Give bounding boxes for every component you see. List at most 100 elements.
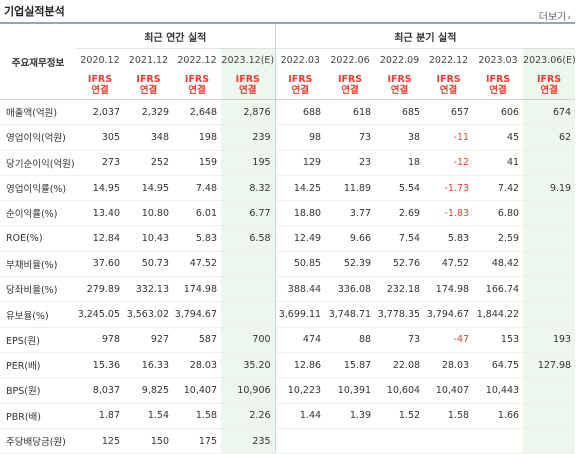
- basis-scope: 연결: [439, 85, 458, 96]
- basis-label: IFRS 연결: [424, 71, 474, 100]
- quarter-value-cell: 685: [375, 99, 425, 126]
- annual-value-cell: 978: [76, 326, 124, 353]
- annual-value-cell: 5.83: [173, 225, 221, 252]
- annual-value-cell: 7.48: [173, 174, 221, 202]
- table-row: 유보율(%) 3,245.05 3,563.02 3,794.67 3,699.11 3,…: [0, 301, 576, 328]
- row-label: BPS(원): [0, 377, 76, 404]
- period-header: 2023.03: [478, 54, 518, 66]
- annual-value-cell: 13.40: [76, 200, 124, 227]
- basis-scope: 연결: [489, 85, 507, 96]
- annual-value-cell: 195: [221, 150, 276, 176]
- quarter-value-cell: [523, 377, 576, 404]
- quarter-value-cell: 50.85: [275, 250, 326, 278]
- quarter-value-cell: 47.52: [424, 250, 474, 278]
- quarter-value-cell: 12.86: [275, 352, 326, 379]
- quarter-value-cell: [523, 225, 576, 252]
- basis-standard: IFRS: [235, 74, 260, 85]
- annual-group-header: 최근 연간 실적: [76, 22, 276, 49]
- quarter-value-cell: 2.59: [473, 225, 524, 252]
- annual-value-cell: 332.13: [124, 276, 173, 303]
- quarter-value-cell: 3,748.71: [325, 301, 376, 328]
- quarter-value-cell: 10,407: [424, 377, 474, 404]
- table-row: PER(배) 15.36 16.33 28.03 35.20 12.86 15.87 22.0…: [0, 352, 576, 379]
- annual-value-cell: 198: [173, 124, 221, 151]
- annual-value-cell: 16.33: [124, 352, 173, 379]
- financial-table: 주요재무정보 최근 연간 실적 최근 분기 실적 2020.12 2021.12 2…: [0, 22, 576, 454]
- table-row: 주당배당금(원) 125 150 175 235: [0, 428, 576, 454]
- basis-standard: IFRS: [485, 74, 511, 85]
- quarter-value-cell: 3.77: [325, 200, 376, 227]
- quarter-value-cell: 28.03: [424, 352, 474, 379]
- basis-scope: 연결: [390, 85, 409, 96]
- section-title: 기업실적분석: [4, 5, 65, 18]
- annual-value-cell: 273: [76, 150, 124, 176]
- annual-value-cell: 8,037: [76, 377, 124, 404]
- quarter-value-cell: 11.89: [325, 174, 376, 202]
- quarter-value-cell: 52.76: [375, 250, 425, 278]
- quarter-value-cell: -1.73: [424, 174, 474, 202]
- basis-label: IFRS 연결: [473, 71, 524, 100]
- row-label: PER(배): [0, 352, 76, 379]
- quarter-value-cell: 14.25: [275, 174, 326, 202]
- table-row: 당좌비율(%) 279.89 332.13 174.98 388.44 336.08 232…: [0, 276, 576, 303]
- quarter-value-cell: [523, 301, 576, 328]
- annual-value-cell: 8.32: [221, 174, 276, 202]
- basis-standard: IFRS: [184, 74, 210, 85]
- more-link[interactable]: 더보기›: [539, 8, 571, 23]
- quarter-value-cell: 48.42: [473, 250, 524, 278]
- quarter-value-cell: [275, 428, 326, 454]
- basis-scope: 연결: [188, 85, 206, 96]
- quarter-value-cell: 7.42: [473, 174, 524, 202]
- basis-standard: IFRS: [288, 74, 313, 85]
- table-row: 영업이익(억원) 305 348 198 239 98 73 38 -11 45 62: [0, 124, 576, 151]
- quarter-value-cell: 129: [275, 150, 326, 176]
- basis-label: IFRS 연결: [523, 71, 576, 100]
- annual-value-cell: 2,648: [173, 99, 221, 126]
- annual-value-cell: 239: [221, 124, 276, 151]
- annual-value-cell: 1.87: [76, 403, 124, 429]
- table-row: BPS(원) 8,037 9,825 10,407 10,906 10,223 10,391…: [0, 377, 576, 404]
- basis-label: IFRS 연결: [325, 71, 376, 100]
- basis-scope: 연결: [341, 85, 359, 96]
- basis-standard: IFRS: [436, 74, 461, 85]
- quarter-value-cell: 10,604: [375, 377, 425, 404]
- quarter-value-cell: 1.66: [473, 403, 524, 429]
- period-header: 2022.06: [330, 54, 370, 66]
- quarter-value-cell: 15.87: [325, 352, 376, 379]
- quarter-value-cell: 10,223: [275, 377, 326, 404]
- row-label: 부채비율(%): [0, 250, 76, 278]
- quarter-value-cell: 98: [275, 124, 326, 151]
- basis-label: IFRS 연결: [173, 71, 221, 100]
- annual-value-cell: 174.98: [173, 276, 221, 303]
- annual-value-cell: 305: [76, 124, 124, 151]
- period-header: 2022.12: [428, 54, 469, 66]
- annual-value-cell: 10.43: [124, 225, 173, 252]
- quarter-value-cell: 9.66: [325, 225, 376, 252]
- basis-standard: IFRS: [87, 74, 113, 85]
- period-header: 2022.12: [177, 54, 217, 66]
- quarter-value-cell: 73: [375, 326, 425, 353]
- quarter-value-cell: 1.44: [275, 403, 326, 429]
- annual-value-cell: 252: [124, 150, 173, 176]
- quarter-value-cell: 166.74: [473, 276, 524, 303]
- annual-value-cell: 2,037: [76, 99, 124, 126]
- basis-scope: 연결: [239, 85, 257, 96]
- annual-value-cell: 235: [221, 428, 276, 454]
- annual-value-cell: [221, 301, 276, 328]
- basis-scope: 연결: [91, 85, 109, 96]
- annual-value-cell: 3,794.67: [173, 301, 221, 328]
- quarter-value-cell: [523, 428, 576, 454]
- quarter-value-cell: 232.18: [375, 276, 425, 303]
- quarter-value-cell: 5.54: [375, 174, 425, 202]
- annual-value-cell: 3,563.02: [124, 301, 173, 328]
- quarter-value-cell: 41: [473, 150, 524, 176]
- row-label: 당좌비율(%): [0, 276, 76, 303]
- basis-label: IFRS 연결: [275, 71, 326, 100]
- basis-standard: IFRS: [337, 74, 363, 85]
- quarter-value-cell: 22.08: [375, 352, 425, 379]
- basis-label: IFRS 연결: [76, 71, 124, 100]
- annual-value-cell: 9,825: [124, 377, 173, 404]
- row-label: 매출액(억원): [0, 99, 76, 126]
- quarter-value-cell: -1.83: [424, 200, 474, 227]
- quarter-value-cell: [523, 250, 576, 278]
